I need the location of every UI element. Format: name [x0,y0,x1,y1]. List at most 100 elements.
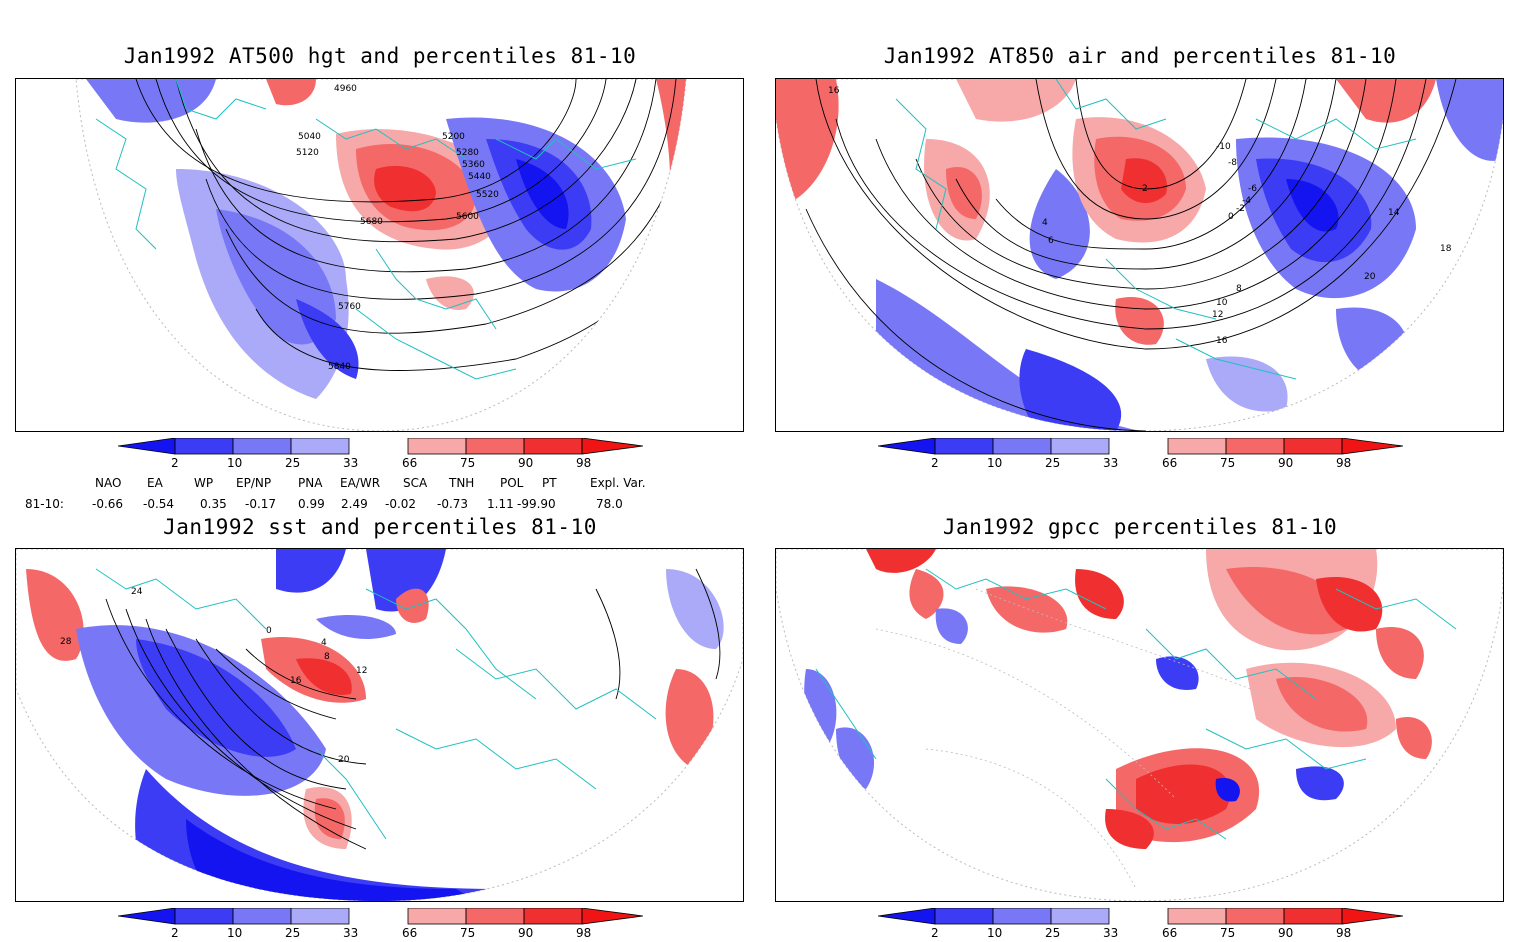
contour-label: 6 [1048,236,1054,246]
map-panel-hgt500: 4960 5040 5120 5200 5280 5360 5440 5520 … [15,78,744,432]
index-header: WP [194,476,214,490]
contour-label: -6 [1248,184,1257,194]
index-header: EP/NP [236,476,272,490]
contour-label: 5520 [476,190,499,200]
index-header: POL [500,476,524,490]
colorbar-tick: 2 [171,926,179,938]
map-panel-air850: 16 -10 -8 -6 -4 -2 0 2 4 6 8 10 12 14 16… [775,78,1504,432]
index-value: -0.02 [385,497,417,511]
index-header: EA/WR [340,476,381,490]
panel-title-sst: Jan1992 sst and percentiles 81-10 [163,515,597,539]
colorbar-tick: 75 [1220,456,1235,468]
colorbar-tick: 90 [518,456,533,468]
colorbar-tick: 75 [460,926,475,938]
colorbar-tick: 75 [460,456,475,468]
contour-label: 5200 [442,132,465,142]
index-value: -99.90 [517,497,556,511]
contour-label: 5840 [328,362,351,372]
index-value: 2.49 [341,497,368,511]
contour-label: 28 [60,637,72,647]
colorbar-air850: 2 10 25 33 66 75 90 98 [877,437,1404,470]
contour-label: 8 [1236,284,1242,294]
contour-label: 16 [1216,336,1228,346]
index-header: SCA [403,476,428,490]
colorbar-tick: 98 [576,456,591,468]
colorbar-tick: 33 [1103,926,1118,938]
colorbar-tick: 25 [285,926,300,938]
colorbar-tick: 33 [343,926,358,938]
contour-label: 4960 [334,84,357,94]
colorbar-sst: 2 10 25 33 66 75 90 98 [117,907,644,940]
index-header: PT [542,476,557,490]
colorbar-tick: 90 [1278,926,1293,938]
colorbar-tick: 25 [1045,926,1060,938]
contour-label: -8 [1228,158,1237,168]
colorbar-tick: 98 [1336,456,1351,468]
index-value: 0.99 [298,497,325,511]
colorbar-tick: 98 [1336,926,1351,938]
colorbar-tick: 2 [171,456,179,468]
index-value: -0.54 [143,497,175,511]
panel-title-air850: Jan1992 AT850 air and percentiles 81-10 [883,44,1397,68]
contour-label: 24 [131,587,143,597]
colorbar-tick: 98 [576,926,591,938]
index-value: -0.73 [437,497,469,511]
index-row-label: 81-10: [25,497,64,511]
index-header: EA [147,476,163,490]
contour-label: 5360 [462,160,485,170]
contour-label: -10 [1216,142,1231,152]
index-header: Expl. Var. [590,476,646,490]
index-header: NAO [95,476,122,490]
contour-label: 20 [1364,272,1376,282]
colorbar-hgt500: 2 10 25 33 66 75 90 98 [117,437,644,470]
contour-label: 4 [1042,218,1048,228]
index-header: TNH [449,476,475,490]
colorbar-tick: 33 [343,456,358,468]
contour-label: 5680 [360,217,383,227]
panel-title-hgt500: Jan1992 AT500 hgt and percentiles 81-10 [123,44,637,68]
contour-label: 5600 [456,212,479,222]
colorbar-tick: 10 [987,456,1002,468]
colorbar-tick: 2 [931,926,939,938]
contour-label: 10 [1216,298,1228,308]
colorbar-tick: 66 [1162,456,1177,468]
index-value: 0.35 [200,497,227,511]
colorbar-gpcc: 2 10 25 33 66 75 90 98 [877,907,1404,940]
contour-label: 5280 [456,148,479,158]
contour-label: 5760 [338,302,361,312]
indices-value-row: 81-10: -0.66 -0.54 0.35 -0.17 0.99 2.49 … [0,497,760,513]
contour-label: -2 [1236,204,1245,214]
colorbar-tick: 90 [1278,456,1293,468]
colorbar-tick: 2 [931,456,939,468]
index-header: PNA [298,476,323,490]
colorbar-tick: 66 [402,926,417,938]
colorbar-tick: 66 [1162,926,1177,938]
contour-label: 16 [290,676,302,686]
contour-label: 14 [1388,208,1400,218]
contour-label: 2 [1142,184,1148,194]
index-value: -0.66 [92,497,124,511]
contour-label: 5440 [468,172,491,182]
panel-title-gpcc: Jan1992 gpcc percentiles 81-10 [942,515,1338,539]
contour-label: 8 [324,652,330,662]
contour-label: 5040 [298,132,321,142]
indices-header-row: NAO EA WP EP/NP PNA EA/WR SCA TNH POL PT… [0,476,760,492]
colorbar-tick: 10 [987,926,1002,938]
colorbar-tick: 66 [402,456,417,468]
contour-label: 5120 [296,148,319,158]
contour-label: 12 [356,666,367,676]
colorbar-tick: 10 [227,456,242,468]
map-panel-sst: 0 4 8 12 16 20 24 28 [15,548,744,902]
colorbar-tick: 25 [285,456,300,468]
contour-label: 20 [338,755,350,765]
contour-label: 12 [1212,310,1223,320]
index-value: -0.17 [245,497,277,511]
colorbar-tick: 75 [1220,926,1235,938]
colorbar-tick: 10 [227,926,242,938]
contour-label: 16 [828,86,840,96]
map-panel-gpcc [775,548,1504,902]
colorbar-tick: 33 [1103,456,1118,468]
contour-label: 18 [1440,244,1452,254]
contour-label: -4 [1242,196,1251,206]
colorbar-tick: 90 [518,926,533,938]
